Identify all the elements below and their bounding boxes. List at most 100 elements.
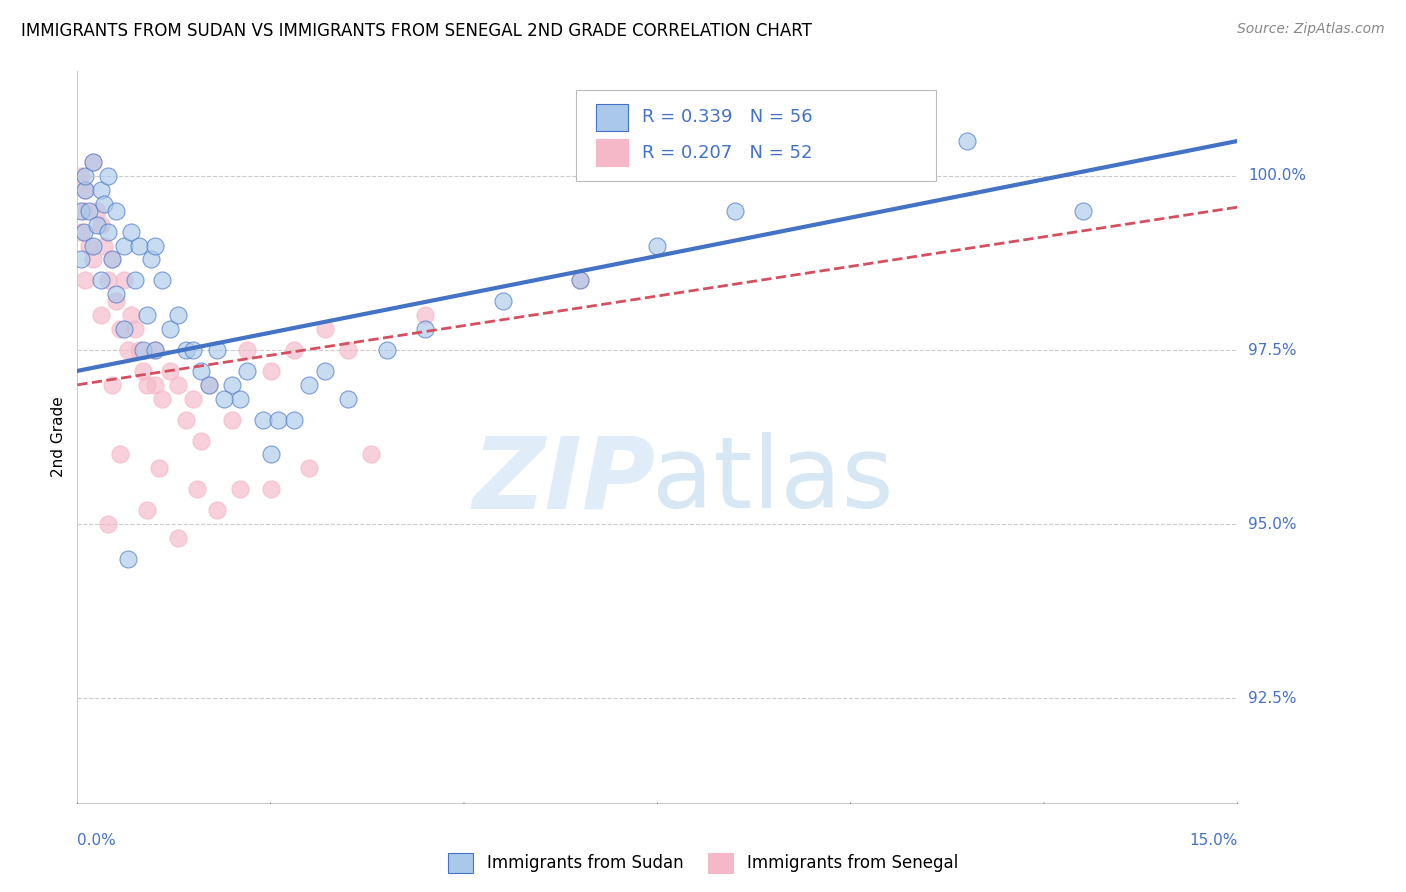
Point — [283, 412, 305, 426]
Point — [413, 322, 436, 336]
Point — [72, 225, 94, 239]
Point — [120, 225, 143, 239]
Text: 15.0%: 15.0% — [1189, 833, 1237, 848]
Point — [143, 343, 166, 357]
Text: IMMIGRANTS FROM SUDAN VS IMMIGRANTS FROM SENEGAL 2ND GRADE CORRELATION CHART: IMMIGRANTS FROM SUDAN VS IMMIGRANTS FROM… — [21, 22, 813, 40]
Bar — [596, 138, 628, 167]
Point — [108, 322, 131, 336]
Point — [97, 273, 120, 287]
Point — [135, 377, 157, 392]
Point — [166, 377, 188, 392]
Point — [90, 308, 111, 322]
Point — [108, 448, 131, 462]
Point — [75, 183, 96, 197]
Text: 0.0%: 0.0% — [77, 833, 117, 848]
Point — [228, 392, 252, 406]
Point — [77, 203, 100, 218]
Point — [105, 294, 127, 309]
Point — [956, 134, 979, 148]
Point — [135, 503, 157, 517]
Text: atlas: atlas — [652, 433, 894, 530]
Point — [112, 273, 135, 287]
Point — [314, 364, 336, 378]
Point — [82, 155, 104, 169]
Point — [190, 364, 212, 378]
Point — [77, 238, 100, 252]
Point — [135, 308, 157, 322]
Point — [143, 238, 166, 252]
Point — [336, 343, 359, 357]
Point — [174, 343, 197, 357]
Point — [82, 155, 104, 169]
Point — [101, 377, 124, 392]
Point — [120, 308, 143, 322]
Point — [259, 448, 281, 462]
Bar — [596, 103, 628, 131]
Text: 95.0%: 95.0% — [1249, 516, 1296, 532]
Point — [97, 225, 120, 239]
Point — [568, 273, 592, 287]
Point — [128, 343, 150, 357]
Point — [75, 183, 96, 197]
Point — [413, 308, 436, 322]
Point — [139, 252, 162, 267]
Point — [314, 322, 336, 336]
Point — [298, 461, 321, 475]
Point — [166, 308, 188, 322]
Text: 97.5%: 97.5% — [1249, 343, 1296, 358]
Y-axis label: 2nd Grade: 2nd Grade — [51, 397, 66, 477]
Text: R = 0.339   N = 56: R = 0.339 N = 56 — [643, 109, 813, 127]
Point — [197, 377, 219, 392]
Point — [205, 343, 228, 357]
Point — [259, 364, 281, 378]
Text: ZIP: ZIP — [472, 433, 657, 530]
Point — [186, 483, 208, 497]
Point — [82, 252, 104, 267]
Point — [839, 155, 862, 169]
Point — [97, 517, 120, 532]
Point — [101, 252, 124, 267]
Text: R = 0.207   N = 52: R = 0.207 N = 52 — [643, 144, 813, 161]
Point — [117, 343, 139, 357]
Point — [75, 169, 96, 183]
Point — [132, 364, 155, 378]
Text: 100.0%: 100.0% — [1249, 169, 1306, 184]
Point — [152, 273, 174, 287]
Point — [252, 412, 274, 426]
Text: 92.5%: 92.5% — [1249, 690, 1296, 706]
Point — [105, 203, 127, 218]
Point — [143, 343, 166, 357]
Point — [1071, 203, 1094, 218]
Point — [128, 238, 150, 252]
Point — [221, 412, 243, 426]
Point — [93, 196, 115, 211]
Point — [360, 448, 382, 462]
Point — [97, 169, 120, 183]
Point — [143, 377, 166, 392]
Point — [236, 364, 259, 378]
Point — [117, 552, 139, 566]
Point — [159, 322, 181, 336]
Point — [190, 434, 212, 448]
Point — [72, 203, 94, 218]
Point — [259, 483, 281, 497]
Point — [492, 294, 515, 309]
FancyBboxPatch shape — [576, 90, 936, 181]
Text: Source: ZipAtlas.com: Source: ZipAtlas.com — [1237, 22, 1385, 37]
Point — [82, 238, 104, 252]
Point — [183, 343, 205, 357]
Point — [70, 203, 93, 218]
Point — [647, 238, 669, 252]
Legend: Immigrants from Sudan, Immigrants from Senegal: Immigrants from Sudan, Immigrants from S… — [441, 847, 965, 880]
Point — [101, 252, 124, 267]
Point — [197, 377, 219, 392]
Point — [214, 392, 236, 406]
Point — [298, 377, 321, 392]
Point — [221, 377, 243, 392]
Point — [112, 238, 135, 252]
Point — [283, 343, 305, 357]
Point — [148, 461, 170, 475]
Point — [336, 392, 359, 406]
Point — [723, 203, 745, 218]
Point — [228, 483, 252, 497]
